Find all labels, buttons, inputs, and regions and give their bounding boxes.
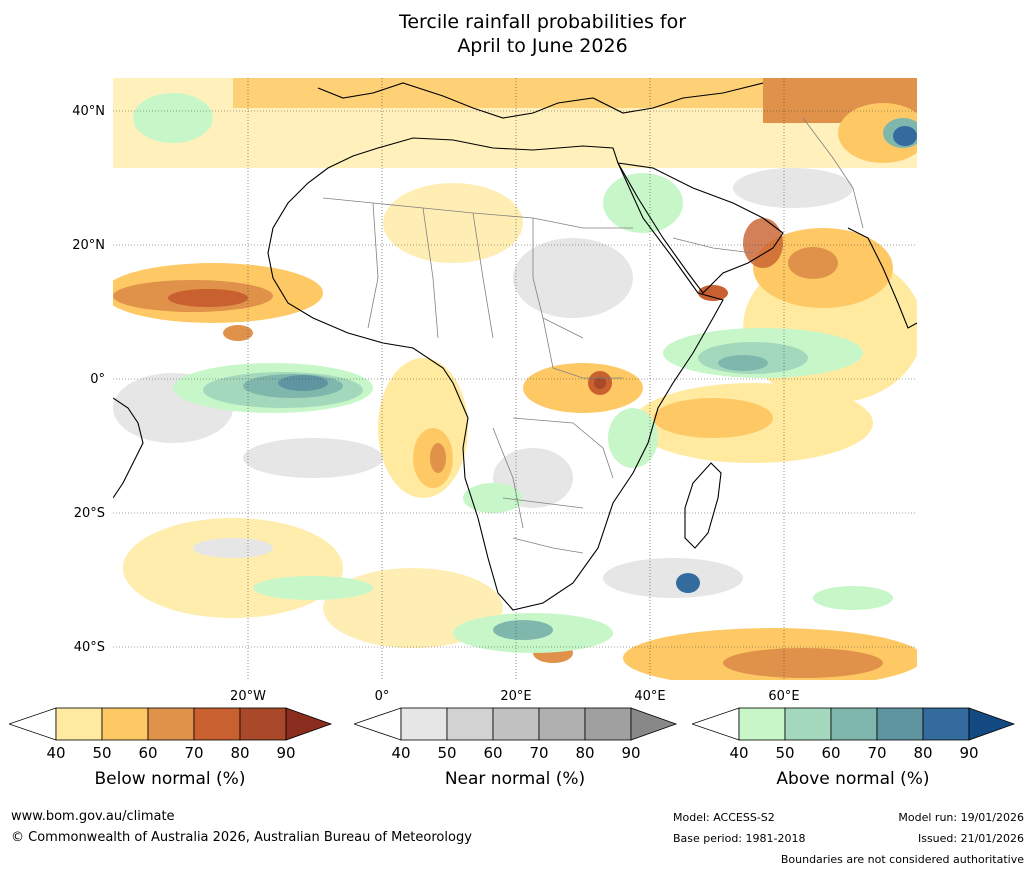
cbar-below-tick-90: 90 bbox=[276, 744, 296, 762]
lat-label-40s: 40°S bbox=[73, 640, 105, 655]
cbar-below-tick-80: 80 bbox=[230, 744, 250, 762]
cbar-above-tick-70: 70 bbox=[867, 744, 887, 762]
india-coastline bbox=[847, 227, 917, 329]
rainfall-map bbox=[113, 78, 917, 680]
cbar-above-tick-90: 90 bbox=[959, 744, 979, 762]
model-text: Model: ACCESS-S2 bbox=[673, 811, 775, 824]
issued-text: Issued: 21/01/2026 bbox=[917, 832, 1024, 845]
colorbar-below-normal bbox=[9, 707, 333, 741]
europe-coastline bbox=[317, 82, 764, 119]
copyright-text: © Commonwealth of Australia 2026, Austra… bbox=[11, 830, 472, 845]
colorbar-near-normal bbox=[354, 707, 678, 741]
rainfall-map-svg bbox=[113, 78, 917, 680]
lat-label-40n: 40°N bbox=[72, 104, 105, 119]
arabia-coastline bbox=[616, 162, 784, 294]
cbar-below-tick-60: 60 bbox=[138, 744, 158, 762]
coastlines bbox=[113, 82, 917, 611]
base-period-text: Base period: 1981-2018 bbox=[673, 832, 806, 845]
colorbar-above-normal bbox=[692, 707, 1016, 741]
below-normal-regions bbox=[113, 78, 917, 680]
website-text: www.bom.gov.au/climate bbox=[11, 809, 175, 824]
cbar-below-title: Below normal (%) bbox=[94, 769, 246, 789]
lon-label-0: 0° bbox=[374, 689, 390, 704]
map-title: Tercile rainfall probabilities for April… bbox=[0, 10, 1035, 58]
cbar-above-title: Above normal (%) bbox=[776, 769, 930, 789]
cbar-above-tick-80: 80 bbox=[913, 744, 933, 762]
cbar-near-tick-40: 40 bbox=[391, 744, 411, 762]
south-america-coastline bbox=[113, 397, 144, 499]
cbar-above-tick-60: 60 bbox=[821, 744, 841, 762]
cbar-near-tick-90: 90 bbox=[621, 744, 641, 762]
country-borders bbox=[322, 117, 864, 554]
cbar-near-title: Near normal (%) bbox=[444, 769, 586, 789]
model-run-text: Model run: 19/01/2026 bbox=[898, 811, 1024, 824]
lat-label-20n: 20°N bbox=[72, 238, 105, 253]
lon-label-40e: 40°E bbox=[634, 689, 666, 704]
lon-label-60e: 60°E bbox=[768, 689, 800, 704]
above-normal-regions bbox=[133, 93, 917, 653]
lat-label-20s: 20°S bbox=[73, 506, 105, 521]
map-title-line2: April to June 2026 bbox=[457, 35, 628, 57]
near-normal-regions bbox=[113, 168, 853, 598]
africa-coastline bbox=[267, 137, 724, 611]
map-title-line1: Tercile rainfall probabilities for bbox=[398, 11, 687, 33]
cbar-near-tick-70: 70 bbox=[529, 744, 549, 762]
cbar-above-tick-50: 50 bbox=[775, 744, 795, 762]
cbar-below-tick-50: 50 bbox=[92, 744, 112, 762]
cbar-below-tick-40: 40 bbox=[46, 744, 66, 762]
disclaimer-text: Boundaries are not considered authoritat… bbox=[780, 853, 1024, 866]
cbar-near-tick-60: 60 bbox=[483, 744, 503, 762]
cbar-above-tick-40: 40 bbox=[729, 744, 749, 762]
cbar-below-tick-70: 70 bbox=[184, 744, 204, 762]
madagascar-coastline bbox=[684, 462, 722, 549]
lon-label-20w: 20°W bbox=[230, 689, 266, 704]
lon-label-20e: 20°E bbox=[500, 689, 532, 704]
lat-label-equator: 0° bbox=[90, 372, 105, 387]
cbar-near-tick-50: 50 bbox=[437, 744, 457, 762]
graticule bbox=[113, 78, 917, 680]
cbar-near-tick-80: 80 bbox=[575, 744, 595, 762]
